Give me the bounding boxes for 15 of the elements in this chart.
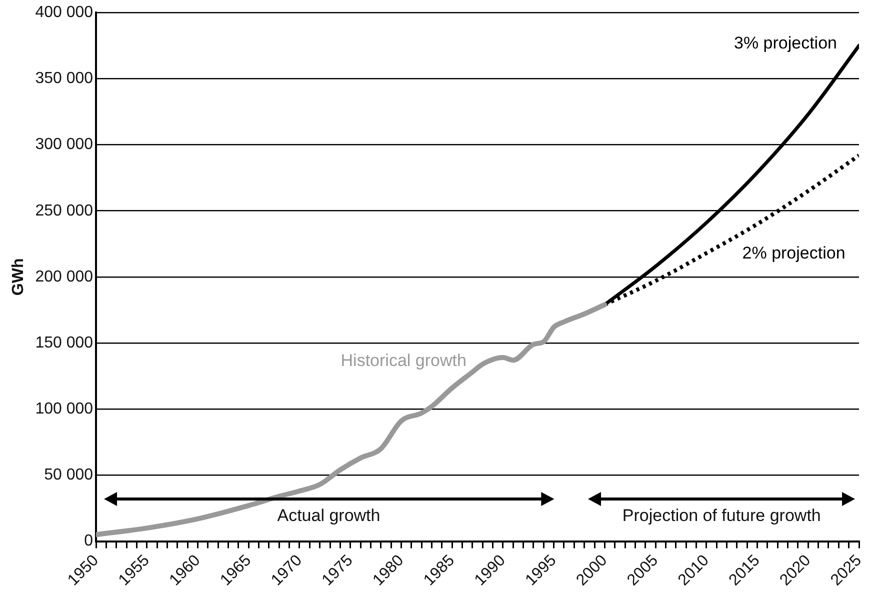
annotation: Actual growth (277, 506, 380, 526)
y-tick-label: 350 000 (35, 70, 94, 88)
y-tick-label: 150 000 (35, 334, 94, 352)
series-label: 2% projection (742, 244, 846, 263)
y-tick-label: 300 000 (35, 136, 94, 154)
series-label: Historical growth (340, 350, 466, 370)
y-tick-label: 250 000 (35, 202, 94, 220)
y-tick-label: 200 000 (35, 268, 94, 286)
series-label: 3% projection (734, 33, 837, 52)
y-tick-label: 50 000 (44, 466, 94, 484)
y-axis-title: GWh (10, 258, 28, 296)
y-tick-label: 400 000 (35, 4, 94, 22)
annotation: Projection of future growth (622, 506, 821, 526)
y-tick-label: 0 (84, 532, 94, 550)
y-tick-label: 100 000 (35, 400, 94, 418)
